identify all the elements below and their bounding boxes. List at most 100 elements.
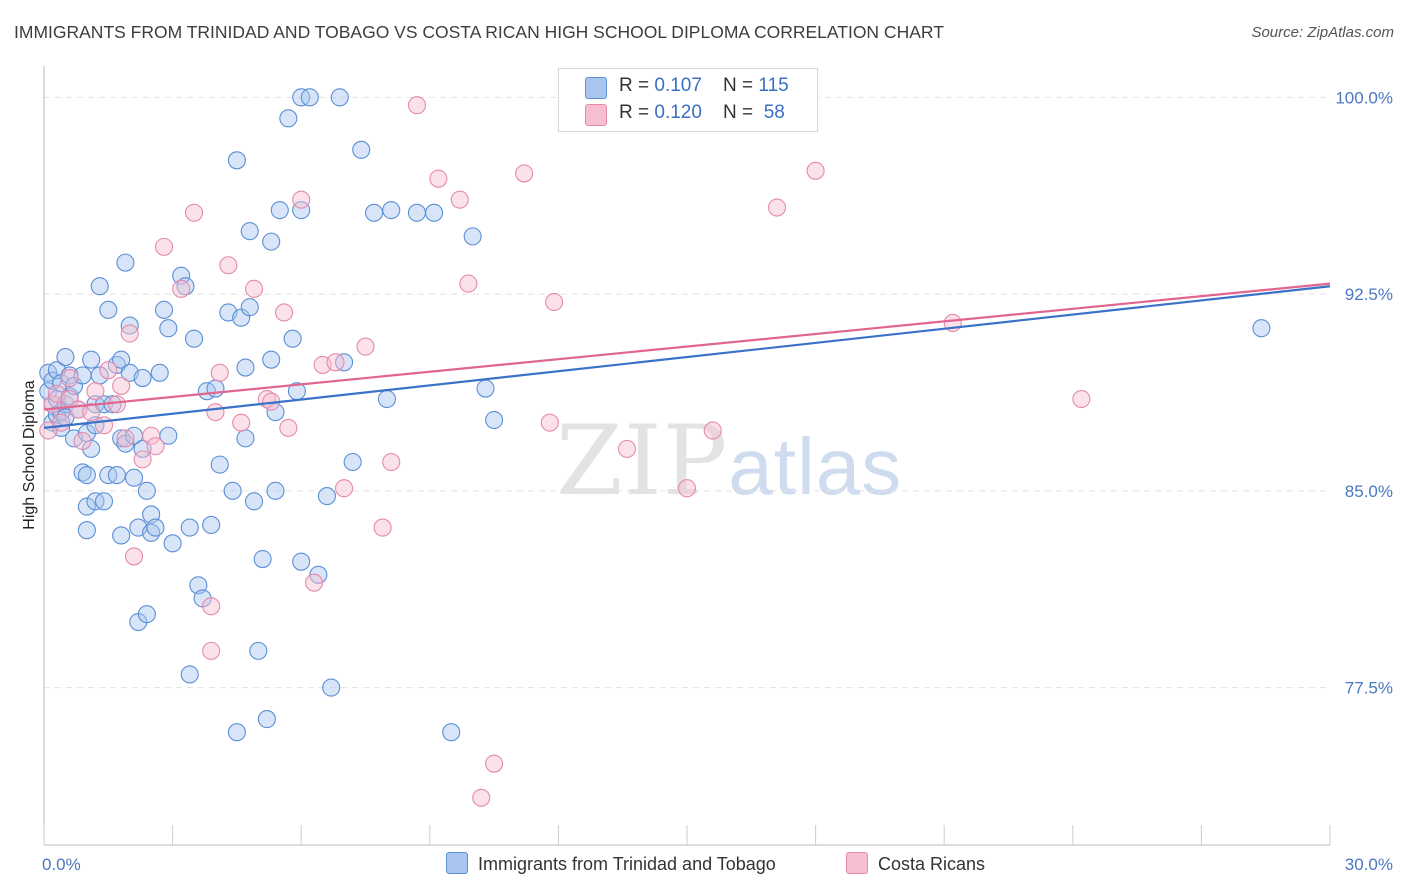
data-point-costa-rican [1072,389,1091,409]
data-point-costa-rican [120,324,139,343]
chart-title: IMMIGRANTS FROM TRINIDAD AND TOBAGO VS C… [14,22,944,42]
data-point-trinidad [154,300,174,319]
bottom-legend-swatch-blue [446,852,468,874]
data-point-costa-rican [116,429,135,448]
data-point-costa-rican [617,439,637,458]
data-point-trinidad [227,723,246,742]
data-point-costa-rican [99,361,118,380]
trend-lines [43,282,1331,429]
data-point-trinidad [90,277,109,296]
legend-text-trinidad: R = 0.107 N = 115 [619,75,789,97]
data-point-trinidad [425,203,444,222]
data-point-costa-rican [94,416,114,435]
data-point-costa-rican [485,754,504,773]
data-point-trinidad [107,466,126,485]
legend-r-value: 0.120 [654,102,702,123]
data-point-costa-rican [232,413,251,432]
data-point-trinidad [240,222,259,241]
bottom-legend-swatch-pink [846,852,868,874]
data-point-costa-rican [677,479,697,498]
data-point-trinidad [279,109,298,128]
axes [43,66,1331,846]
data-point-trinidad [120,316,139,335]
y-tick-label: 92.5% [1345,285,1393,304]
data-point-costa-rican [210,363,229,382]
data-point-trinidad [382,201,401,220]
data-point-costa-rican [60,368,79,388]
data-point-costa-rican [154,237,174,256]
legend-n-label: N = [723,102,759,123]
source-credit: Source: ZipAtlas.com [1251,24,1394,41]
data-point-trinidad [146,518,165,537]
data-point-trinidad [94,492,114,511]
bottom-legend-label-trinidad: Immigrants from Trinidad and Tobago [478,854,776,874]
data-point-costa-rican [703,421,722,440]
legend-text-costa-rican: R = 0.120 N = 58 [619,102,785,124]
data-point-trinidad [184,329,204,348]
data-point-trinidad [137,481,156,500]
data-point-costa-rican [184,203,204,222]
data-point-trinidad [476,379,495,398]
data-point-trinidad [485,410,504,430]
x-tick-label: 0.0% [42,855,81,874]
data-point-trinidad [112,350,131,369]
data-point-trinidad [266,403,285,422]
data-point-trinidad [180,518,199,537]
data-point-trinidad [253,550,272,569]
data-point-trinidad [99,300,118,319]
data-point-costa-rican [133,450,152,469]
data-point-costa-rican [73,431,92,451]
data-point-trinidad [236,358,255,377]
data-point-trinidad [133,368,152,388]
data-point-costa-rican [356,337,375,356]
data-point-trinidad [317,487,336,506]
data-point-costa-rican [146,437,165,456]
data-point-costa-rican [407,96,426,115]
data-point-trinidad [262,232,281,251]
data-point-costa-rican [459,274,478,293]
data-point-costa-rican [206,403,225,422]
data-point-trinidad [124,468,144,487]
data-point-trinidad [202,515,221,535]
data-point-trinidad [227,151,246,170]
data-point-trinidad [163,534,182,553]
legend-r-label: R = [619,102,655,123]
data-point-trinidad [236,429,255,448]
data-point-trinidad [249,641,268,660]
legend-r-value: 0.107 [654,75,702,96]
data-point-costa-rican [124,547,144,566]
data-point-trinidad [240,298,259,317]
bottom-legend-label-costa-rican: Costa Ricans [878,854,986,874]
data-point-trinidad [150,363,169,382]
data-point-trinidad [283,329,302,348]
data-point-trinidad [270,201,289,220]
data-point-costa-rican [275,303,294,322]
data-point-trinidad [257,710,276,729]
data-point-trinidad [77,497,96,516]
data-point-trinidad [77,521,96,540]
legend-swatch-blue [585,77,607,99]
data-point-trinidad [330,88,349,107]
data-point-costa-rican [382,452,401,472]
data-point-trinidad [112,526,131,545]
watermark-zip: ZIP [556,405,729,517]
data-point-costa-rican [305,573,324,592]
data-point-trinidad [223,481,242,500]
watermark: ZIPatlas [556,405,902,517]
data-point-costa-rican [373,518,392,537]
data-point-trinidad [322,678,341,697]
data-point-costa-rican [219,256,238,275]
data-point-costa-rican [142,426,161,445]
trend-line-trinidad [43,285,1331,429]
data-point-trinidad [377,389,396,409]
data-point-costa-rican [202,597,221,616]
data-point-trinidad [82,350,101,369]
data-point-costa-rican [767,198,787,217]
series-trinidad-points [39,88,1271,742]
data-point-trinidad [77,466,96,485]
legend-n-label: N = [723,75,759,96]
data-point-trinidad [1252,319,1271,338]
legend-n-value: 58 [758,102,785,123]
data-point-trinidad [206,379,225,398]
